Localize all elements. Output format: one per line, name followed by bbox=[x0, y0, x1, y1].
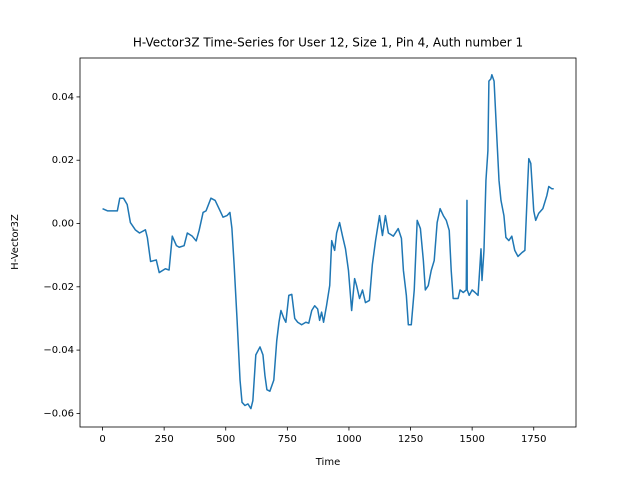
x-axis-label: Time bbox=[315, 457, 340, 468]
y-tick-label: 0.04 bbox=[52, 92, 74, 103]
y-tick-label: −0.02 bbox=[43, 282, 74, 293]
x-tick-label: 1750 bbox=[521, 434, 546, 445]
chart-title: H-Vector3Z Time-Series for User 12, Size… bbox=[133, 36, 523, 50]
x-tick-label: 0 bbox=[99, 434, 105, 445]
y-tick-label: −0.06 bbox=[43, 408, 74, 419]
y-axis-label: H-Vector3Z bbox=[10, 214, 21, 270]
y-tick-label: 0.02 bbox=[52, 155, 74, 166]
x-tick-label: 1500 bbox=[459, 434, 484, 445]
x-tick-label: 1250 bbox=[398, 434, 423, 445]
x-tick-label: 750 bbox=[278, 434, 297, 445]
y-tick-label: 0.00 bbox=[52, 219, 74, 230]
y-tick-label: −0.04 bbox=[43, 345, 74, 356]
x-tick-label: 250 bbox=[155, 434, 174, 445]
x-tick-label: 500 bbox=[216, 434, 235, 445]
plot-frame bbox=[79, 57, 577, 428]
data-line bbox=[102, 74, 554, 410]
x-tick-label: 1000 bbox=[336, 434, 361, 445]
